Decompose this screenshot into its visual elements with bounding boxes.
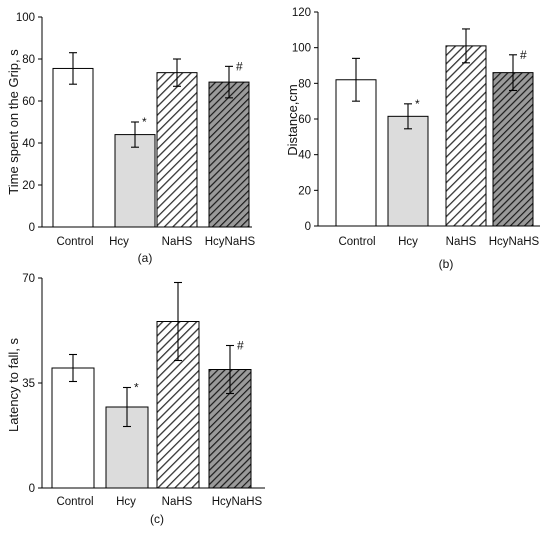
y-tick-label: 20 <box>22 180 35 192</box>
significance-marker: # <box>237 339 244 353</box>
x-tick-label: HcyNaHS <box>205 236 256 248</box>
y-axis-label: Latency to fall, s <box>6 338 21 432</box>
bar <box>335 79 377 227</box>
x-tick-label: HcyNaHS <box>212 496 263 508</box>
bar <box>114 134 156 228</box>
x-tick-label: Control <box>338 236 375 248</box>
panel-label: (b) <box>439 257 454 271</box>
significance-marker: * <box>415 97 420 111</box>
y-tick-label: 100 <box>16 12 35 24</box>
y-tick-label: 35 <box>22 378 35 390</box>
panel-a: 0 20 40 60 80 100 Time spent on the Grip, s Con… <box>6 12 256 265</box>
significance-marker: # <box>520 48 527 62</box>
y-tick-label: 40 <box>298 150 311 162</box>
bar <box>156 72 198 228</box>
significance-marker: # <box>236 59 243 73</box>
y-axis-label: Time spent on the Grip, s <box>6 49 21 195</box>
y-tick-label: 80 <box>298 78 311 90</box>
bar <box>387 115 429 227</box>
x-tick-label: Control <box>56 496 93 508</box>
bar <box>445 45 487 227</box>
x-tick-label: Hcy <box>109 236 129 248</box>
x-tick-label: Hcy <box>398 236 418 248</box>
x-tick-label: HcyNaHS <box>489 236 540 248</box>
x-tick-label: NaHS <box>446 236 477 248</box>
x-tick-label: Hcy <box>116 496 136 508</box>
y-tick-label: 0 <box>305 221 311 233</box>
y-tick-label: 60 <box>298 114 311 126</box>
x-tick-label: NaHS <box>162 236 193 248</box>
y-tick-label: 60 <box>22 96 35 108</box>
bar <box>51 367 95 489</box>
x-tick-label: Control <box>56 236 93 248</box>
significance-marker: * <box>134 381 139 395</box>
significance-marker: * <box>142 115 147 129</box>
y-tick-label: 80 <box>22 54 35 66</box>
y-tick-label: 0 <box>29 483 35 495</box>
y-tick-label: 100 <box>292 43 311 55</box>
y-tick-label: 70 <box>22 273 35 285</box>
y-tick-label: 0 <box>29 222 35 234</box>
x-tick-label: NaHS <box>162 496 193 508</box>
panel-label: (a) <box>138 251 153 265</box>
y-tick-label: 120 <box>292 7 311 19</box>
panel-label: (c) <box>150 512 164 526</box>
bar <box>208 81 250 228</box>
y-axis-label: Distance,cm <box>285 84 300 156</box>
bar <box>52 67 94 228</box>
y-tick-label: 20 <box>298 185 311 197</box>
y-tick-label: 40 <box>22 138 35 150</box>
bar <box>492 72 534 227</box>
